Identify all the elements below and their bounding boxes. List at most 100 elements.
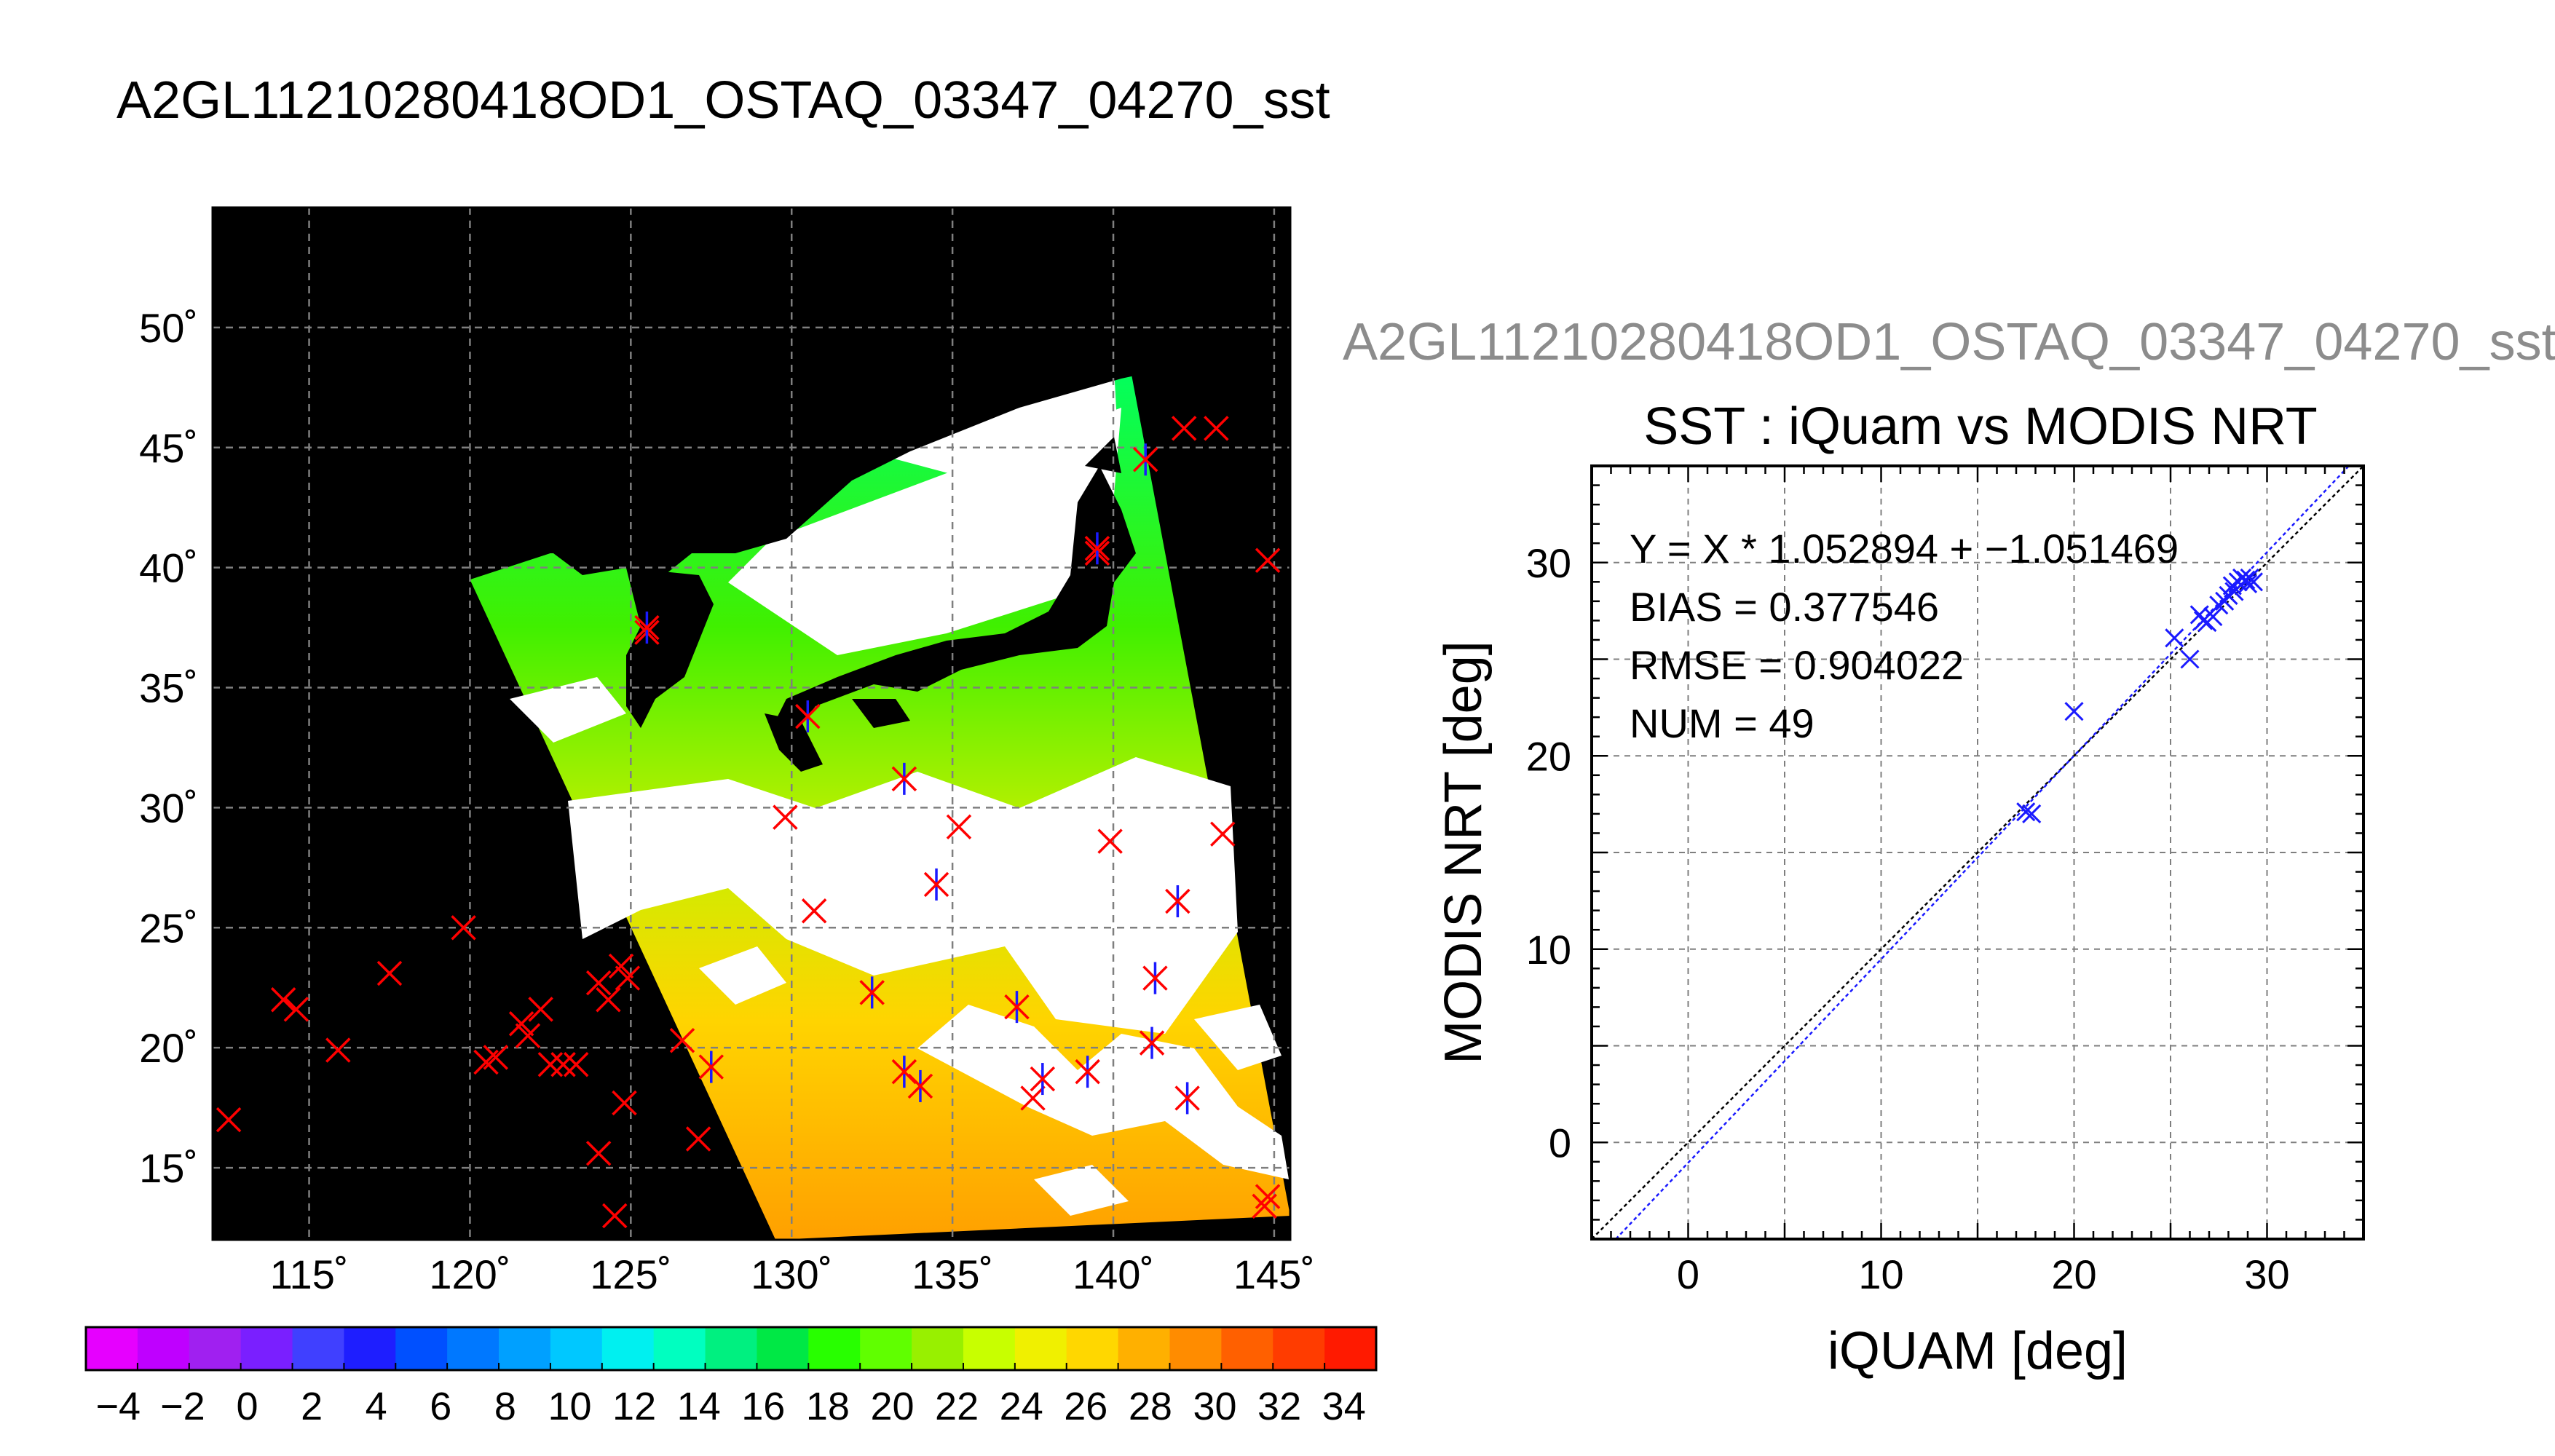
scatter-panel: SST : iQuam vs MODIS NRT 0 10 20 300102030 … (1434, 397, 2365, 1380)
scatter-point-stroke (2016, 802, 2036, 822)
map-lon-tick-label: 120˚ (429, 1251, 510, 1297)
colorbar-swatch (395, 1327, 448, 1370)
scatter-point (2016, 802, 2036, 822)
land (213, 207, 1290, 772)
colorbar-tick-label: 28 (1129, 1385, 1172, 1428)
insitu-marker (325, 1037, 351, 1063)
matchup-marker-stroke (795, 703, 821, 729)
colorbar-tick-label: 22 (935, 1385, 979, 1428)
rmse-stat: RMSE = 0.904022 (1630, 642, 1964, 688)
colorbar-swatch (1324, 1327, 1377, 1370)
colorbar-swatch (963, 1327, 1016, 1370)
scatter-point (2243, 572, 2264, 592)
insitu-marker (585, 970, 612, 996)
scatter-point-stroke (2064, 702, 2084, 721)
cloud-mask (510, 368, 1289, 1216)
map-lat-tick-label: 50˚ (139, 305, 198, 351)
scatter-point-stroke (2022, 804, 2042, 823)
bias-stat: BIAS = 0.377546 (1630, 584, 1939, 630)
insitu-marker (615, 965, 641, 991)
insitu-marker-stroke (537, 1052, 564, 1077)
map-lon-tick-label: 115˚ (270, 1251, 349, 1297)
insitu-marker (608, 953, 634, 979)
scatter-y-tick-label: 30 (1526, 540, 1571, 586)
insitu-marker (1097, 828, 1123, 854)
colorbar-swatch (189, 1327, 242, 1370)
colorbar-swatch (757, 1327, 809, 1370)
insitu-marker (508, 1010, 534, 1037)
insitu-marker (1252, 1193, 1277, 1219)
scatter-point (2209, 596, 2229, 615)
colorbar-tick-label: −4 (96, 1385, 141, 1428)
matchup-marker (1132, 443, 1158, 476)
insitu-marker-stroke (612, 1090, 637, 1116)
scatter-x-tick-label: 20 (2051, 1251, 2096, 1297)
matchup-marker-stroke (907, 1073, 933, 1099)
scatter-title: SST : iQuam vs MODIS NRT (1643, 397, 2318, 456)
sst-map: 115˚ 120˚ 125˚ 130˚ 135˚ 140˚ 145˚ 15˚ 20˚ 25˚ 30˚… (139, 206, 1315, 1297)
scatter-point (2222, 576, 2242, 596)
scatter-point (2224, 582, 2244, 601)
colorbar-tick-label: 2 (301, 1385, 323, 1428)
matchup-marker (1165, 885, 1190, 918)
insitu-marker (946, 814, 972, 840)
insitu-marker-stroke (483, 1045, 509, 1070)
scatter-point-stroke (2238, 574, 2258, 594)
matchup-marker-stroke (891, 766, 917, 792)
insitu-marker-stroke (216, 1107, 242, 1133)
matchup-marker-stroke (891, 1059, 917, 1085)
colorbar-tick-label: −2 (160, 1385, 205, 1428)
insitu-marker-stroke (376, 960, 403, 986)
insitu-marker (270, 986, 296, 1013)
scatter-point (2238, 574, 2258, 594)
insitu-marker-stroke (946, 814, 972, 840)
matchup-marker (1004, 991, 1030, 1024)
matchup-marker (859, 976, 885, 1009)
matchup-marker-stroke (1142, 965, 1168, 991)
insitu-marker-stroke (1255, 1184, 1281, 1209)
insitu-marker (563, 1052, 589, 1077)
map-lat-tick-label: 20˚ (139, 1025, 198, 1071)
insitu-marker (801, 898, 827, 924)
scatter-point-stroke (2243, 572, 2264, 592)
insitu-marker-stroke (1171, 416, 1197, 441)
colorbar-swatch (601, 1327, 655, 1370)
insitu-marker-stroke (615, 965, 641, 991)
insitu-marker-stroke (1252, 1193, 1277, 1219)
map-lat-tick-label: 35˚ (139, 665, 198, 711)
insitu-marker (773, 804, 798, 830)
scatter-point (2064, 702, 2084, 721)
matchup-marker-stroke (1084, 536, 1110, 561)
num-stat: NUM = 49 (1630, 700, 1814, 746)
insitu-marker (1255, 547, 1281, 573)
scatter-point (2180, 649, 2200, 669)
matchup-marker (795, 700, 821, 733)
scatter-y-tick-label: 0 (1549, 1120, 1571, 1166)
colorbar-tick-label: 6 (430, 1385, 451, 1428)
colorbar-swatch (447, 1327, 499, 1370)
colorbar-tick-label: 4 (366, 1385, 387, 1428)
map-grid (213, 207, 1290, 1240)
matchup-marker (1084, 532, 1110, 565)
insitu-marker (669, 1028, 695, 1053)
scatter-point-stroke (2222, 576, 2242, 596)
scatter-point-stroke (2203, 607, 2223, 627)
insitu-marker-stroke (669, 1028, 695, 1053)
scatter-point-stroke (2193, 611, 2214, 630)
insitu-marker (376, 960, 403, 986)
matchup-marker-stroke (1165, 888, 1190, 914)
y-axis-label: MODIS NRT [deg] (1434, 641, 1493, 1064)
fit-equation: Y = X * 1.052894 + −1.051469 (1630, 526, 2179, 571)
colorbar-frame (84, 1326, 1378, 1372)
insitu-marker-stroke (608, 953, 634, 979)
insitu-marker-stroke (1097, 828, 1123, 854)
scatter-point-stroke (2180, 649, 2200, 669)
colorbar-tick-label: 14 (677, 1385, 721, 1428)
scatter-point-stroke (2224, 582, 2244, 601)
matchup-marker (891, 762, 917, 795)
map-lon-tick-label: 145˚ (1233, 1251, 1315, 1297)
colorbar-swatch (653, 1327, 706, 1370)
colorbar-tick-label: 34 (1322, 1385, 1366, 1428)
map-lat-tick-label: 45˚ (139, 425, 198, 471)
scatter-point-stroke (2209, 596, 2229, 615)
